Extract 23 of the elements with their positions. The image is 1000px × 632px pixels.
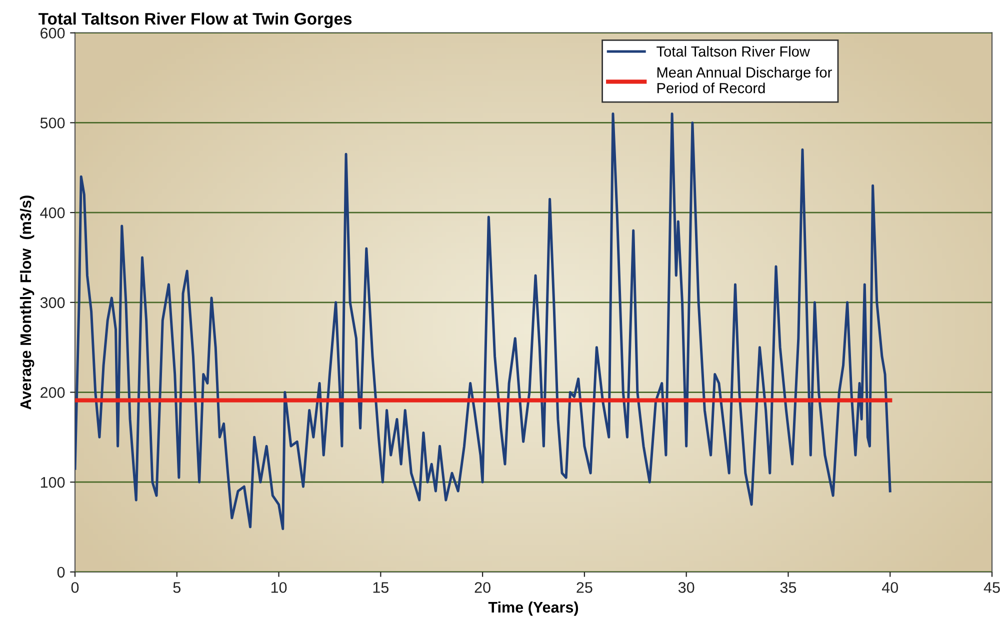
y-tick-label: 600: [40, 28, 65, 39]
x-tick-label: 45: [984, 582, 1000, 593]
x-tick-label: 5: [173, 582, 180, 593]
y-tick-label: 200: [40, 387, 65, 398]
x-tick-label: 40: [882, 582, 898, 593]
y-tick-label: 500: [40, 118, 65, 128]
x-tick-label: 15: [373, 582, 389, 593]
chart-title: Total Taltson River Flow at Twin Gorges: [38, 12, 352, 28]
x-axis-title: Time (Years): [488, 601, 578, 616]
x-tick-label: 35: [780, 582, 796, 593]
legend-label: Mean Annual Discharge for Period of Record: [657, 66, 832, 94]
y-tick-label: 100: [40, 476, 65, 488]
line-series: [75, 112, 892, 530]
x-tick-label: 0: [71, 582, 79, 593]
x-tick-label: 20: [474, 582, 490, 593]
x-tick-label: 10: [271, 582, 287, 593]
y-tick-label: 400: [40, 207, 65, 218]
y-tick-label: 300: [40, 297, 65, 308]
x-tick-label: 30: [678, 582, 694, 593]
legend-label: Total Taltson River Flow: [656, 46, 810, 57]
x-tick-label: 25: [576, 582, 592, 593]
y-tick-label: 0: [57, 566, 65, 578]
y-axis-title: Average Monthly Flow (m3/s): [20, 196, 34, 410]
